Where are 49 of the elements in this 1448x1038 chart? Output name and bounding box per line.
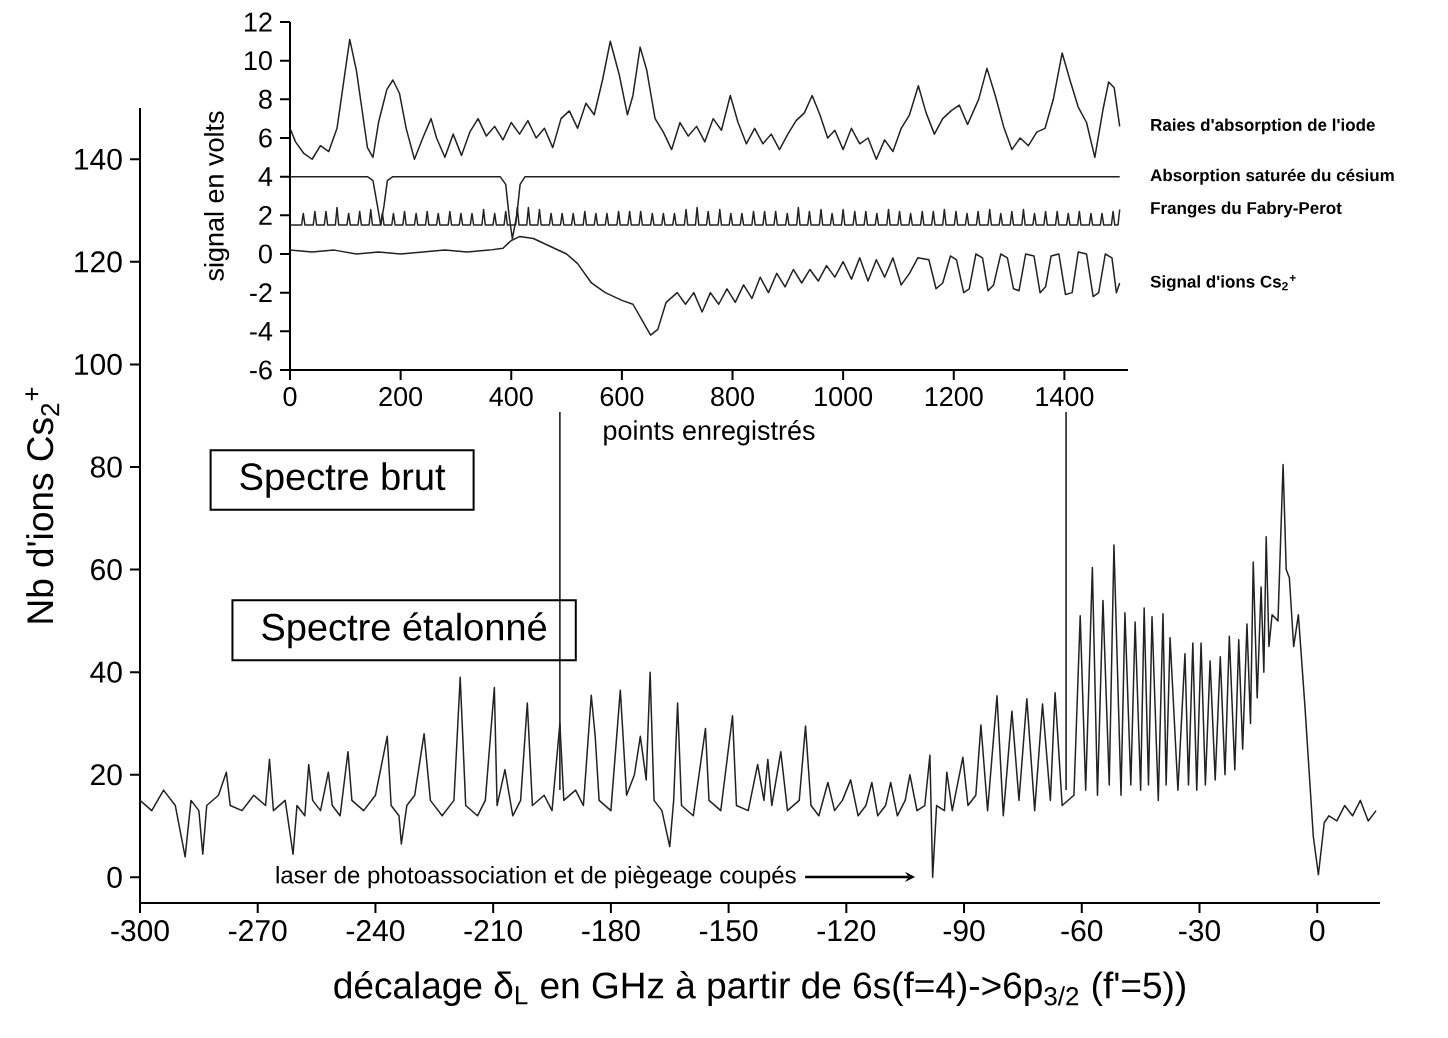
- series-label: Signal d'ions Cs$_{2}$+: [1150, 274, 1296, 292]
- x-tick-label: 0: [1310, 920, 1325, 942]
- y-tick-label: -2: [250, 283, 272, 303]
- x-axis-title: décalage δ$_{L}$ en GHz à partir de 6s(f=4)->6p$_{3/2}$ (f'=5)): [334, 971, 1185, 1006]
- y-tick-label: -6: [250, 360, 272, 380]
- annotation: Spectre brut: [240, 462, 446, 498]
- y-tick-label: 10: [244, 51, 272, 71]
- x-tick-label: -60: [1061, 920, 1103, 942]
- series-label: Absorption saturée du césium: [1150, 168, 1394, 185]
- x-axis-title: points enregistrés: [604, 419, 815, 446]
- annotation: laser de photoassociation et de piègeage coupés: [276, 865, 796, 889]
- x-tick-label: 1200: [925, 387, 983, 407]
- x-tick-label: 0: [283, 387, 297, 407]
- y-tick-label: 20: [91, 764, 122, 786]
- series-label: Franges du Fabry-Perot: [1151, 201, 1342, 218]
- y-axis-title: Nb d'ions Cs$_{2}$+: [25, 387, 60, 623]
- line-series: [289, 38, 1121, 161]
- x-tick-label: 800: [711, 387, 754, 407]
- x-tick-label: -120: [817, 920, 876, 942]
- x-tick-label: -300: [111, 920, 169, 942]
- x-tick-label: 400: [489, 387, 533, 407]
- y-axis-title: signal en volts: [204, 111, 230, 281]
- y-tick-label: 8: [259, 89, 272, 109]
- x-tick-label: -270: [229, 920, 287, 942]
- y-tick-label: 0: [107, 866, 122, 888]
- x-tick-label: -90: [943, 920, 985, 942]
- x-tick-label: -210: [464, 920, 522, 942]
- y-tick-label: 6: [259, 128, 272, 148]
- y-tick-label: 4: [258, 167, 273, 186]
- annotation: Spectre étalonné: [262, 612, 547, 649]
- x-tick-label: 600: [600, 387, 644, 407]
- series-label: Raies d'absorption de l'iode: [1151, 118, 1375, 135]
- y-tick-label: 140: [75, 148, 122, 170]
- x-tick-label: 200: [379, 387, 423, 407]
- x-tick-label: 1000: [815, 387, 873, 407]
- x-tick-label: -150: [699, 920, 758, 942]
- y-tick-label: 120: [75, 251, 122, 273]
- y-tick-label: 2: [259, 205, 272, 225]
- x-tick-label: -240: [346, 920, 405, 942]
- x-tick-label: -30: [1179, 920, 1220, 942]
- y-tick-label: 40: [90, 661, 122, 683]
- y-tick-label: 100: [75, 353, 122, 376]
- y-tick-label: 0: [258, 244, 272, 264]
- x-tick-label: -180: [582, 920, 640, 942]
- x-tick-label: 1400: [1036, 387, 1094, 407]
- y-tick-label: -4: [250, 322, 273, 341]
- y-tick-label: 80: [90, 456, 122, 478]
- y-tick-label: 60: [91, 558, 122, 581]
- y-tick-label: 12: [244, 12, 272, 32]
